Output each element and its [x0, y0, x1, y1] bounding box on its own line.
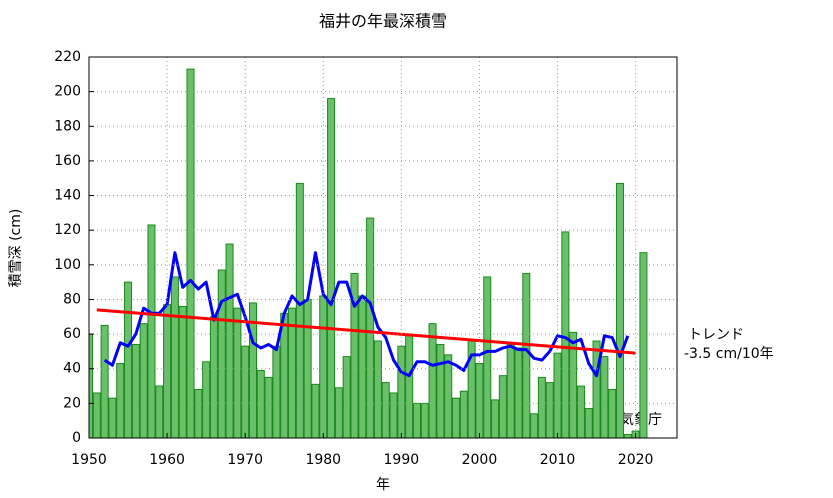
bar: [483, 276, 492, 438]
y-tick-label: 100: [54, 257, 81, 273]
x-axis-label: 年: [376, 477, 390, 493]
annotation: -3.5 cm/10年: [684, 346, 774, 362]
y-tick-label: 220: [54, 49, 81, 65]
bar: [264, 376, 273, 438]
bar: [436, 343, 445, 438]
y-tick-label: 80: [63, 291, 81, 307]
bar: [233, 307, 242, 438]
bar: [459, 390, 468, 438]
y-tick-label: 200: [54, 84, 81, 100]
bar: [366, 217, 375, 438]
y-tick-label: 160: [54, 153, 81, 169]
bar: [600, 356, 609, 438]
bar: [514, 347, 523, 438]
bar: [108, 397, 117, 438]
bar: [381, 382, 390, 438]
y-tick-label: 40: [63, 361, 81, 377]
bar: [202, 361, 211, 438]
bar: [116, 363, 125, 438]
bar: [89, 333, 94, 438]
bar: [272, 345, 281, 438]
bar: [155, 385, 164, 438]
bar: [537, 376, 546, 438]
bar: [561, 231, 570, 438]
y-tick-label: 140: [54, 188, 81, 204]
y-tick-label: 120: [54, 222, 81, 238]
bar: [194, 389, 203, 438]
bar: [623, 434, 632, 438]
bar: [334, 387, 343, 438]
bar: [522, 272, 531, 438]
bar: [451, 397, 461, 438]
x-tick-label: 1960: [149, 452, 185, 468]
bar: [545, 382, 554, 438]
y-tick-label: 0: [72, 430, 81, 446]
bar: [444, 354, 453, 438]
bar: [225, 243, 234, 438]
y-axis-label: 積雪深 (cm): [8, 209, 24, 288]
bar: [491, 399, 500, 438]
x-tick-label: 1980: [305, 452, 341, 468]
y-tick-label: 180: [54, 118, 81, 134]
bar: [295, 182, 304, 438]
bar: [615, 182, 625, 438]
x-tick-label: 1970: [227, 452, 263, 468]
x-tick-label: 2000: [462, 452, 498, 468]
chart-title: 福井の年最深積雪: [319, 12, 447, 31]
bar: [530, 413, 539, 438]
bar: [92, 392, 101, 438]
bar: [209, 316, 218, 438]
bar: [498, 375, 507, 438]
bar: [170, 276, 179, 438]
bar: [280, 312, 289, 438]
x-tick-label: 2010: [540, 452, 576, 468]
bar: [608, 389, 617, 438]
bar: [475, 363, 484, 438]
bar: [358, 295, 367, 438]
bar: [428, 323, 437, 438]
bar: [506, 343, 515, 438]
bar: [342, 356, 351, 438]
bar: [412, 402, 421, 438]
y-tick-label: 60: [63, 326, 81, 342]
bar: [100, 324, 109, 438]
bar: [373, 340, 382, 438]
bar: [311, 383, 320, 438]
bar: [584, 408, 593, 438]
bar: [420, 402, 429, 438]
bar: [186, 68, 195, 438]
moving-average-line: [103, 251, 630, 378]
bar: [389, 392, 398, 438]
trend-line: [96, 308, 636, 355]
bar: [639, 252, 648, 438]
y-tick-label: 20: [63, 395, 81, 411]
bar: [139, 323, 148, 438]
x-tick-label: 1990: [384, 452, 420, 468]
bar: [288, 307, 297, 438]
bar: [256, 369, 265, 438]
x-tick-label: 1950: [71, 452, 107, 468]
plot-area: [89, 68, 648, 438]
bar: [241, 345, 250, 438]
bar: [124, 281, 133, 438]
bar: [397, 345, 406, 438]
plot-frame: [88, 56, 678, 439]
bar: [147, 224, 156, 438]
bar: [217, 269, 226, 438]
bar: [178, 305, 187, 438]
bar: [569, 331, 578, 438]
bar: [592, 340, 601, 438]
bar: [248, 302, 257, 438]
bar: [405, 333, 414, 438]
bar: [576, 385, 585, 438]
bar: [131, 343, 140, 438]
annotation: トレンド: [688, 327, 744, 343]
x-tick-label: 2020: [618, 452, 654, 468]
bar: [327, 98, 336, 438]
